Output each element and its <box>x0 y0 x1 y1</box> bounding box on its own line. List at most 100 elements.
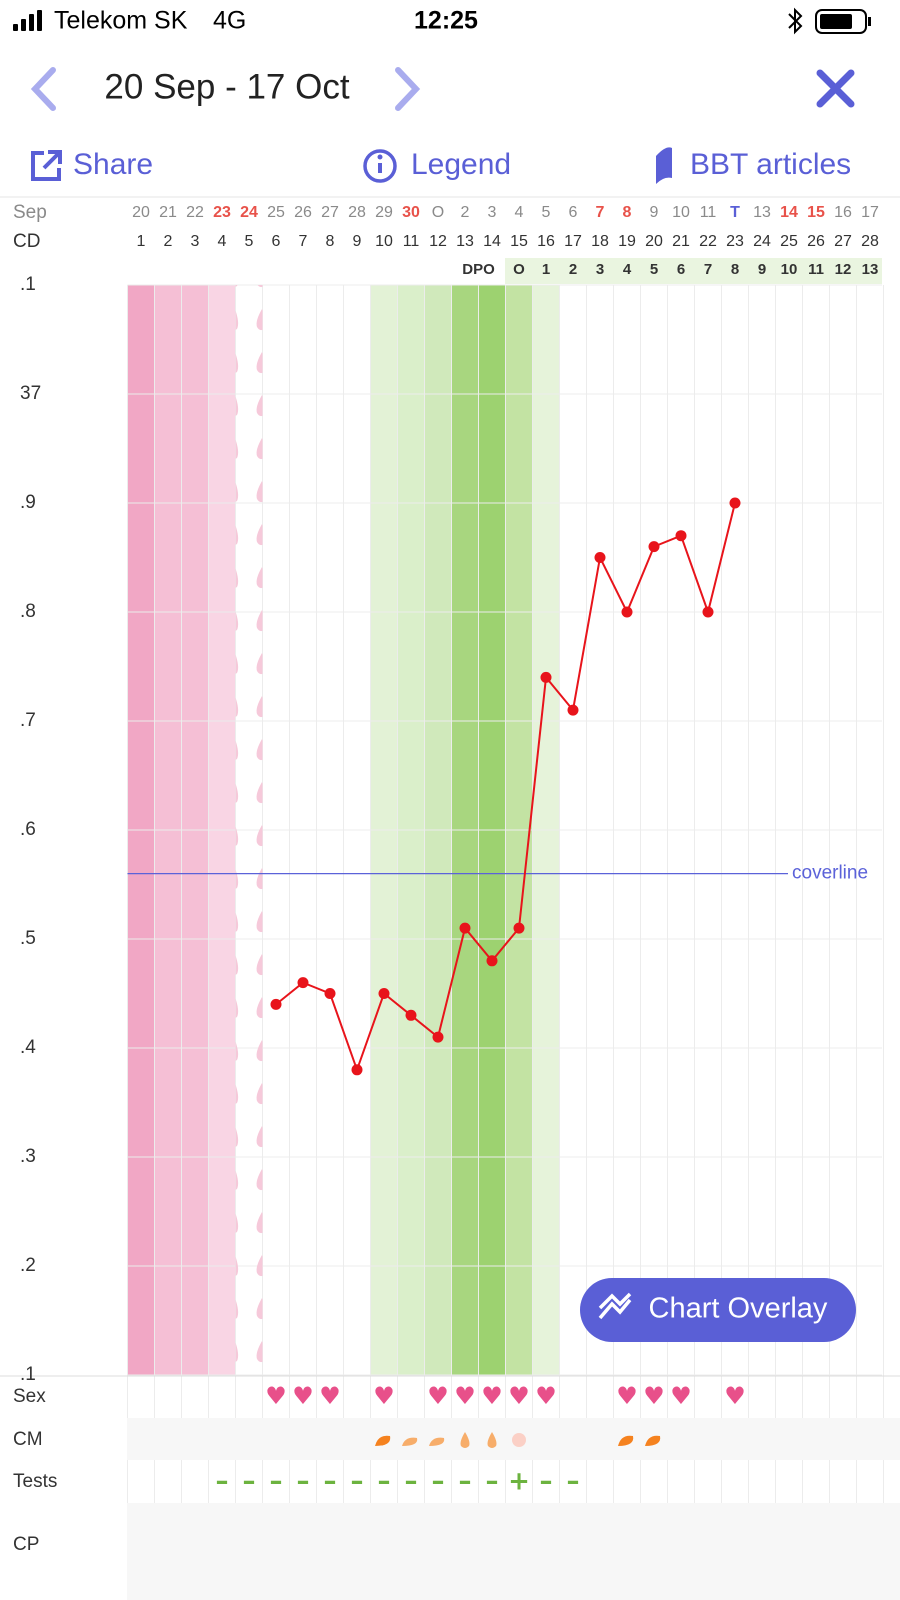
y-tick-label: .8 <box>20 601 36 622</box>
sex-mark: ♥ <box>454 1382 476 1410</box>
dpo-number: 9 <box>758 261 766 278</box>
cd-number: 7 <box>299 233 308 250</box>
y-tick-label: .7 <box>20 710 36 731</box>
cm-icons <box>375 1432 661 1448</box>
temperature-point <box>540 671 552 683</box>
date-label: 13 <box>753 204 771 221</box>
temperature-point <box>459 922 471 934</box>
cd-number: 23 <box>726 233 744 250</box>
cd-number: 16 <box>537 233 555 250</box>
dpo-number: 3 <box>596 261 604 278</box>
sex-mark: ♥ <box>535 1382 557 1410</box>
temperature-point <box>432 1031 444 1043</box>
y-tick-label: .5 <box>20 928 36 949</box>
chart-overlay-button[interactable]: Chart Overlay <box>580 1278 856 1342</box>
plot <box>127 284 884 1600</box>
date-label: O <box>432 204 444 221</box>
sex-mark: ♥ <box>427 1382 449 1410</box>
tests-mark: – <box>405 1467 418 1497</box>
cd-number: 26 <box>807 233 825 250</box>
cd-number: 28 <box>861 233 879 250</box>
cd-number: 13 <box>456 233 474 250</box>
articles-button[interactable]: BBT articles <box>656 147 851 184</box>
sex-mark: ♥ <box>508 1382 530 1410</box>
network: 4G <box>213 7 246 35</box>
coverline-label: coverline <box>792 863 868 884</box>
date-label: 25 <box>267 204 285 221</box>
cd-number: 11 <box>403 233 420 250</box>
next-button[interactable] <box>395 67 421 111</box>
cd-number: 21 <box>672 233 690 250</box>
date-label: 3 <box>488 204 497 221</box>
y-tick-label: .4 <box>20 1037 36 1058</box>
cd-number: 27 <box>834 233 852 250</box>
row-label: CP <box>13 1534 39 1555</box>
date-label: 6 <box>569 204 578 221</box>
cd-number: 10 <box>375 233 393 250</box>
sex-mark: ♥ <box>292 1382 314 1410</box>
temperature-point <box>675 530 687 542</box>
dpo-number: 6 <box>677 261 685 278</box>
dpo-number: 2 <box>569 261 577 278</box>
share-button[interactable]: Share <box>31 148 153 181</box>
temperature-point <box>729 497 741 509</box>
cd-number: 12 <box>429 233 447 250</box>
tests-mark: – <box>486 1467 499 1497</box>
close-button[interactable] <box>816 69 855 108</box>
temperature-point <box>648 541 660 553</box>
cd-number: 2 <box>164 233 173 250</box>
tests-mark: – <box>324 1467 337 1497</box>
tests-mark: + <box>508 1467 530 1497</box>
tests-mark: – <box>297 1467 310 1497</box>
carrier: Telekom SK <box>54 7 188 35</box>
cd-number: 22 <box>699 233 717 250</box>
chart-overlay-label: Chart Overlay <box>649 1293 828 1325</box>
date-label: 17 <box>861 204 879 221</box>
cd-number: 6 <box>272 233 281 250</box>
cd-number: 3 <box>191 233 200 250</box>
row-band <box>127 1503 900 1600</box>
tests-mark: – <box>270 1467 283 1497</box>
tests-mark: – <box>243 1467 256 1497</box>
temperature-point <box>621 606 633 618</box>
date-label: 29 <box>375 204 393 221</box>
tests-mark: – <box>567 1467 580 1497</box>
date-label: 20 <box>132 204 150 221</box>
cd-number: 1 <box>137 233 146 250</box>
legend-label: Legend <box>411 148 511 181</box>
date-label: 28 <box>348 204 366 221</box>
cd-number: 9 <box>353 233 362 250</box>
sex-mark: ♥ <box>265 1382 287 1410</box>
date-label: 5 <box>542 204 551 221</box>
temperature-point <box>594 552 606 563</box>
temperature-point <box>567 704 579 716</box>
sex-mark: ♥ <box>319 1382 341 1410</box>
date-label: 16 <box>834 204 852 221</box>
tests-mark: – <box>378 1467 391 1497</box>
dpo-number: 13 <box>862 261 879 278</box>
dpo-label: DPO <box>462 261 495 278</box>
dpo-number: O <box>513 261 525 278</box>
legend-button[interactable]: Legend <box>363 148 511 183</box>
date-label: 8 <box>623 204 632 221</box>
month-label: Sep <box>13 202 47 223</box>
tests-mark: – <box>432 1467 445 1497</box>
row-label: CM <box>13 1429 43 1450</box>
date-range: 20 Sep - 17 Oct <box>104 67 349 106</box>
date-label: 27 <box>321 204 339 221</box>
dpo-number: 7 <box>704 261 712 278</box>
date-label: 2 <box>461 204 470 221</box>
date-label: T <box>730 204 740 221</box>
y-tick-label: .1 <box>20 274 36 295</box>
cd-number: 15 <box>510 233 528 250</box>
temperature-point <box>378 988 390 999</box>
prev-button[interactable] <box>30 67 56 111</box>
sex-mark: ♥ <box>724 1382 746 1410</box>
sex-mark: ♥ <box>373 1382 395 1410</box>
date-label: 4 <box>515 204 524 221</box>
date-label: 14 <box>780 204 798 221</box>
dpo-number: 11 <box>808 261 824 278</box>
row-label: Tests <box>13 1471 57 1492</box>
y-tick-label: .6 <box>20 819 36 840</box>
